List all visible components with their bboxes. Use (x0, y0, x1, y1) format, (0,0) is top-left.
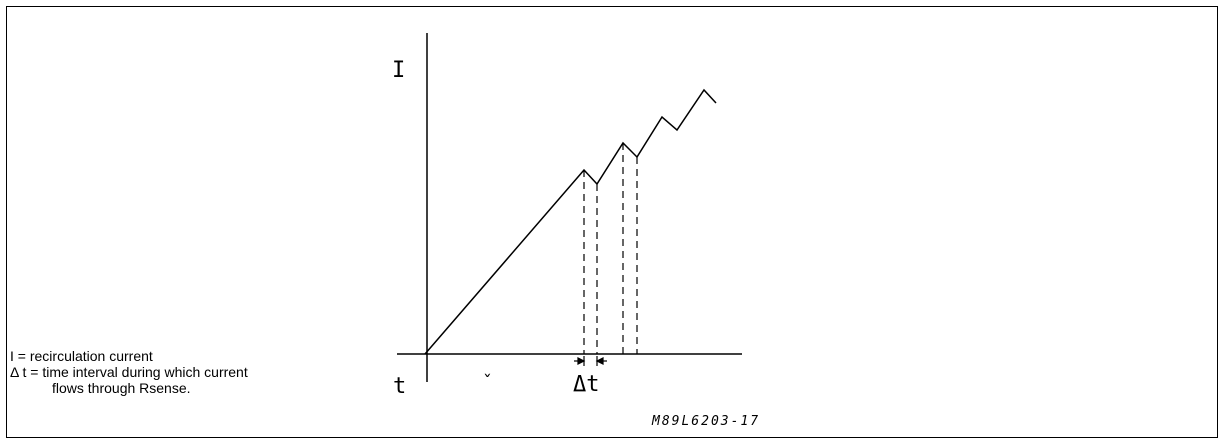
arrow-right-icon (577, 357, 586, 365)
reference-code: M89L6203-17 (651, 414, 760, 429)
arrow-left-icon (595, 357, 604, 365)
x-axis-label: t (393, 374, 406, 399)
interval-arrows (574, 356, 607, 366)
current-waveform (424, 88, 717, 355)
y-axis-label: I (392, 58, 405, 83)
axis-mark: ˇ (482, 372, 493, 393)
dashed-guides (583, 143, 638, 354)
legend-current: I = recirculation current (10, 348, 153, 364)
current-waveform-diagram: ˇ I t Δt M89L6203-17 (392, 33, 760, 429)
legend-interval-cont: flows through Rsense. (52, 380, 191, 396)
figure-frame: ˇ I t Δt M89L6203-17 I = recirculation c… (6, 6, 1218, 438)
legend: I = recirculation current Δ t = time int… (10, 348, 248, 396)
delta-t-label: Δt (573, 372, 600, 397)
legend-interval: Δ t = time interval during which current (10, 364, 248, 380)
